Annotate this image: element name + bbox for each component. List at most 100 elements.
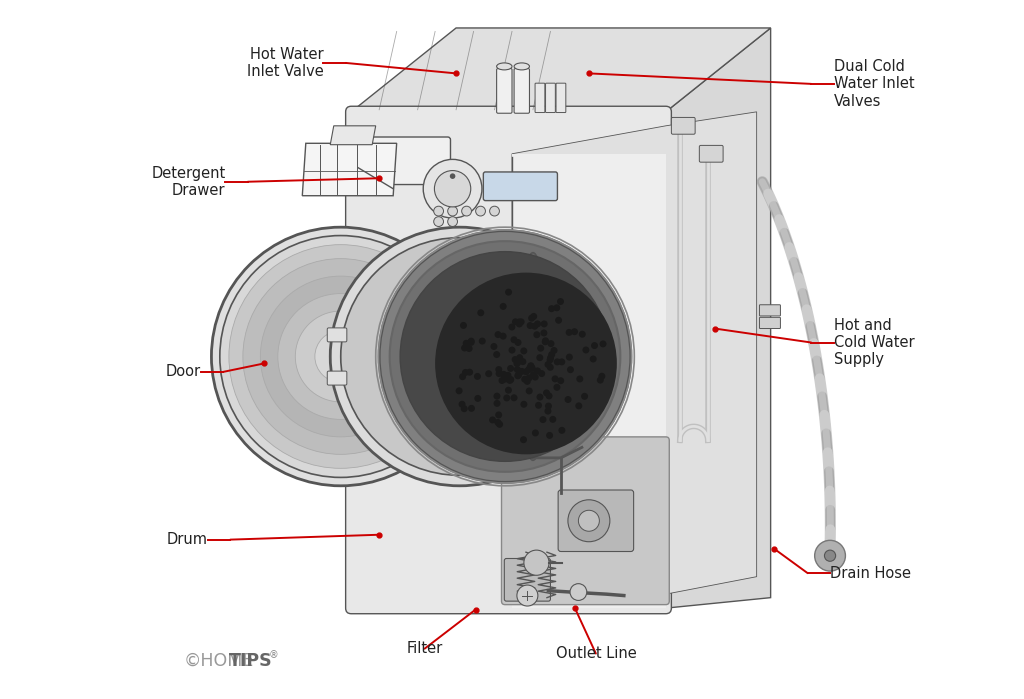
Circle shape	[555, 317, 562, 324]
Circle shape	[496, 412, 502, 419]
FancyBboxPatch shape	[514, 69, 529, 113]
Circle shape	[474, 395, 481, 402]
Circle shape	[571, 329, 578, 336]
Text: TIPS: TIPS	[229, 651, 272, 670]
Circle shape	[546, 392, 553, 399]
Circle shape	[260, 276, 421, 437]
Circle shape	[542, 338, 549, 345]
Circle shape	[527, 362, 535, 369]
Circle shape	[331, 227, 589, 486]
Circle shape	[553, 304, 560, 311]
Text: Filter: Filter	[407, 641, 442, 656]
Circle shape	[463, 340, 470, 347]
FancyBboxPatch shape	[572, 371, 592, 385]
Circle shape	[496, 421, 503, 428]
Circle shape	[525, 375, 532, 382]
Circle shape	[476, 206, 485, 216]
Circle shape	[579, 331, 586, 338]
Circle shape	[515, 319, 522, 326]
Circle shape	[495, 331, 502, 338]
Circle shape	[505, 289, 512, 296]
Text: ©HOME: ©HOME	[183, 651, 254, 670]
Circle shape	[278, 294, 403, 419]
Circle shape	[459, 373, 466, 380]
Circle shape	[537, 354, 544, 361]
Circle shape	[579, 510, 599, 531]
Circle shape	[525, 387, 532, 394]
Circle shape	[534, 331, 541, 338]
Text: Drum: Drum	[167, 532, 208, 547]
FancyBboxPatch shape	[483, 172, 557, 201]
Circle shape	[535, 320, 541, 327]
Circle shape	[526, 365, 534, 372]
Circle shape	[295, 311, 386, 402]
Circle shape	[379, 231, 631, 482]
Circle shape	[523, 378, 530, 385]
Circle shape	[521, 376, 528, 383]
Circle shape	[552, 375, 558, 382]
Ellipse shape	[435, 273, 616, 454]
Circle shape	[514, 339, 521, 346]
Circle shape	[505, 372, 511, 379]
Circle shape	[520, 401, 527, 408]
Circle shape	[511, 336, 517, 343]
Circle shape	[474, 373, 481, 380]
Circle shape	[466, 345, 473, 352]
Circle shape	[541, 329, 548, 336]
Circle shape	[547, 354, 554, 361]
Circle shape	[570, 584, 587, 600]
Circle shape	[591, 342, 598, 349]
Circle shape	[496, 370, 503, 377]
Text: Detergent
Drawer: Detergent Drawer	[152, 166, 225, 198]
Circle shape	[557, 298, 564, 305]
Text: Door: Door	[166, 364, 201, 380]
Circle shape	[456, 387, 463, 394]
Circle shape	[558, 359, 565, 366]
Circle shape	[447, 217, 458, 226]
Circle shape	[229, 245, 453, 468]
Circle shape	[485, 370, 493, 377]
Circle shape	[553, 384, 560, 391]
Circle shape	[577, 375, 584, 382]
Circle shape	[494, 400, 501, 407]
Circle shape	[531, 323, 539, 330]
Circle shape	[505, 387, 512, 394]
FancyBboxPatch shape	[354, 137, 451, 185]
Circle shape	[547, 363, 554, 370]
Circle shape	[506, 377, 513, 384]
Circle shape	[531, 373, 539, 380]
Circle shape	[468, 338, 475, 345]
Circle shape	[220, 236, 462, 477]
Circle shape	[490, 343, 498, 350]
Circle shape	[462, 369, 469, 376]
Circle shape	[468, 405, 475, 412]
Circle shape	[508, 324, 515, 331]
Circle shape	[567, 366, 573, 373]
Circle shape	[564, 396, 571, 403]
Circle shape	[546, 432, 553, 439]
Circle shape	[548, 351, 555, 358]
Polygon shape	[666, 28, 771, 608]
Circle shape	[518, 368, 525, 375]
Text: ®: ®	[268, 650, 279, 660]
Circle shape	[520, 436, 527, 443]
FancyBboxPatch shape	[546, 83, 555, 113]
Circle shape	[514, 366, 521, 373]
Circle shape	[518, 318, 524, 325]
Circle shape	[516, 320, 523, 327]
Circle shape	[503, 394, 510, 401]
Circle shape	[507, 365, 514, 372]
FancyBboxPatch shape	[760, 317, 780, 329]
Circle shape	[434, 206, 443, 216]
Circle shape	[547, 356, 554, 363]
Circle shape	[527, 363, 535, 370]
Polygon shape	[302, 143, 396, 196]
Ellipse shape	[514, 63, 529, 70]
FancyBboxPatch shape	[328, 371, 347, 385]
Text: Drain Hose: Drain Hose	[830, 565, 911, 581]
Circle shape	[824, 550, 836, 561]
Circle shape	[541, 320, 548, 327]
Circle shape	[461, 405, 468, 412]
Circle shape	[590, 356, 597, 363]
Circle shape	[211, 227, 470, 486]
